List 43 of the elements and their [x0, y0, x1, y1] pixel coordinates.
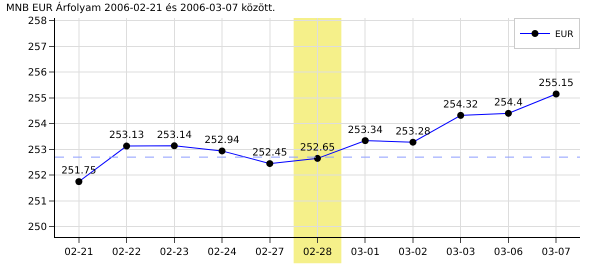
- x-tick-label: 02-23: [160, 247, 189, 258]
- data-label: 254.32: [443, 100, 478, 111]
- point: [362, 137, 369, 144]
- data-label: 254.4: [494, 97, 523, 108]
- y-tick-label: 252: [28, 170, 47, 182]
- point: [123, 142, 130, 150]
- x-tick-label: 02-27: [255, 247, 284, 258]
- y-tick-label: 255: [28, 93, 47, 104]
- y-tick-label: 258: [28, 16, 47, 28]
- x-tick-label: 02-22: [112, 247, 142, 258]
- legend-label: EUR: [555, 30, 574, 40]
- y-tick-label: 257: [28, 42, 47, 53]
- data-label: 252.65: [300, 142, 335, 154]
- x-tick-label: 03-07: [542, 247, 571, 258]
- point: [218, 147, 226, 154]
- data-label: 253.34: [348, 124, 383, 136]
- data-label: 252.94: [204, 135, 240, 146]
- y-tick-label: 253: [28, 144, 47, 156]
- x-tick-label: 02-28: [302, 247, 332, 258]
- y-tick-label: 250: [28, 222, 47, 234]
- point: [266, 160, 274, 168]
- point: [552, 90, 560, 98]
- data-label: 253.28: [395, 126, 430, 138]
- x-tick-label: 02-24: [208, 247, 237, 258]
- point: [170, 142, 178, 150]
- y-tick-label: 251: [28, 196, 47, 208]
- data-label: 255.15: [538, 78, 574, 90]
- y-tick-label: 256: [28, 68, 47, 79]
- x-tick-label: 03-02: [398, 247, 428, 258]
- point: [457, 112, 464, 119]
- x-tick-label: 03-01: [350, 247, 380, 258]
- data-label: 252.45: [252, 148, 288, 159]
- point: [314, 154, 321, 162]
- data-label: 253.13: [109, 130, 144, 142]
- point: [504, 110, 512, 117]
- x-tick-label: 03-06: [494, 247, 523, 258]
- point: [409, 138, 416, 146]
- point: [75, 178, 82, 186]
- x-tick-label: 02-21: [64, 247, 94, 258]
- chart-title: MNB EUR Árfolyam 2006-02-21 és 2006-03-07 között.: [6, 1, 276, 14]
- y-tick-label: 254: [28, 119, 47, 130]
- data-label: 253.14: [156, 130, 192, 141]
- x-tick-label: 03-03: [446, 247, 476, 258]
